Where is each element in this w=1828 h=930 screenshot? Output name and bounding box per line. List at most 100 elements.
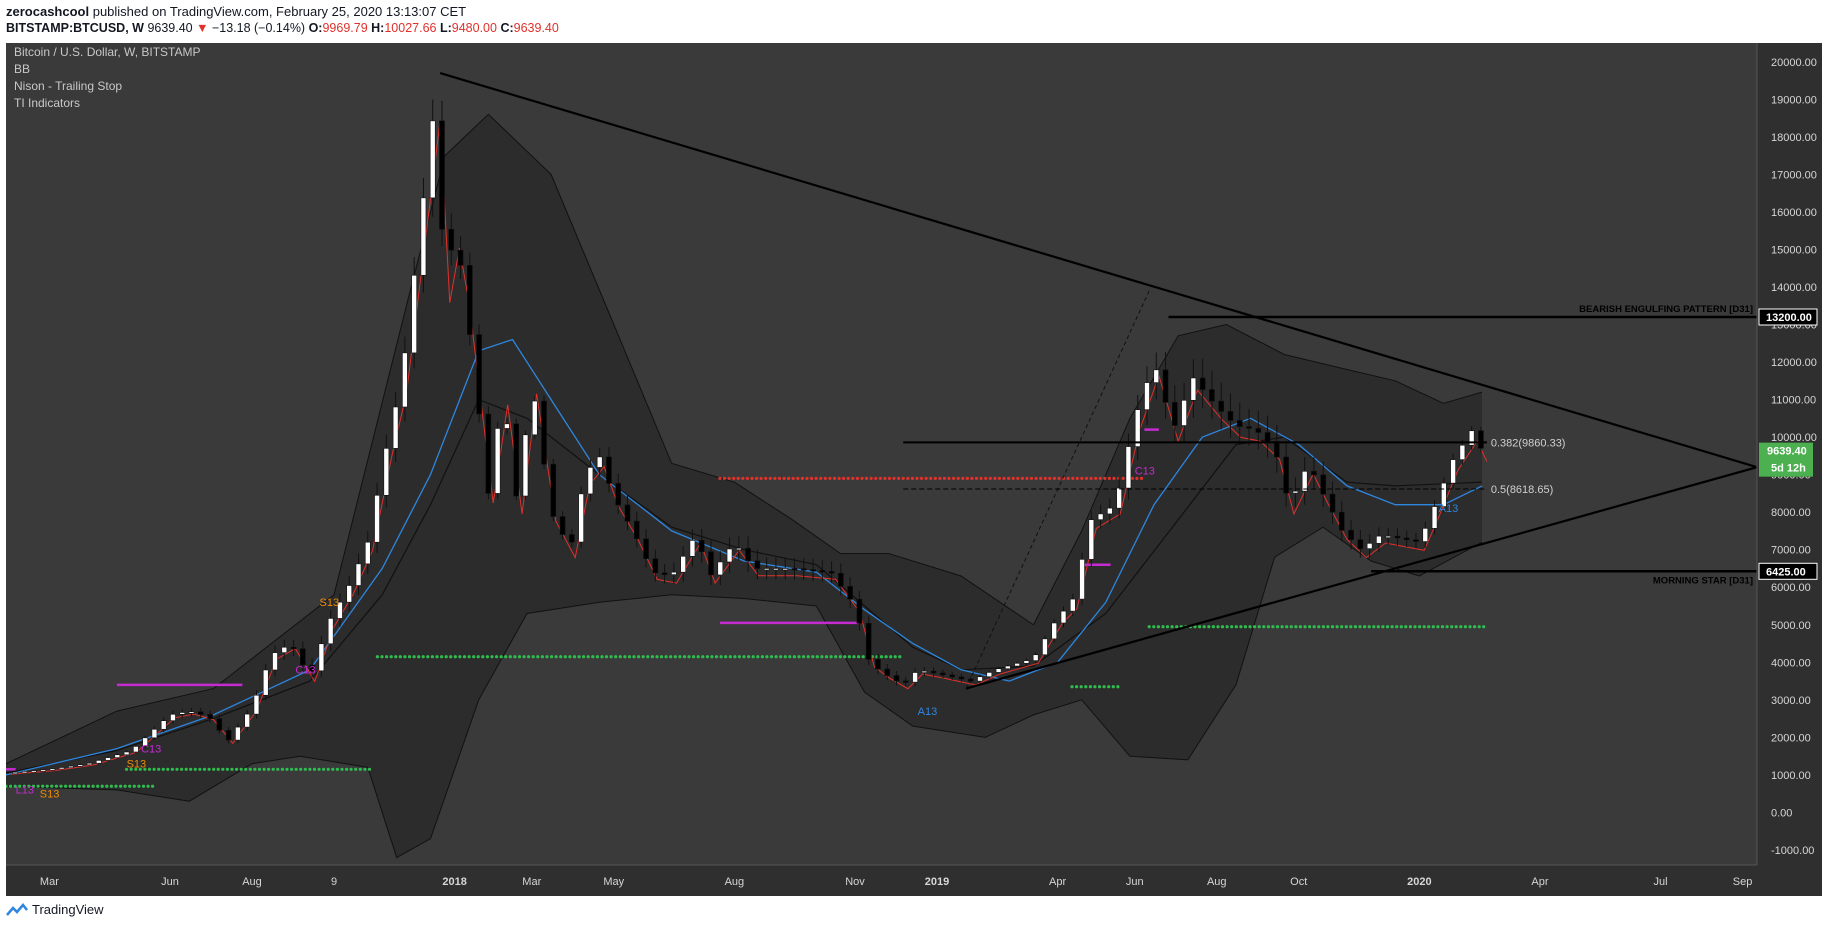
- stop-dot: [36, 784, 40, 788]
- stop-dot: [664, 655, 668, 659]
- stop-dot: [687, 655, 691, 659]
- stop-dot: [1066, 476, 1070, 480]
- stop-dot: [1445, 625, 1449, 629]
- published-text: published on TradingView.com, February 2…: [92, 4, 467, 19]
- candle-body: [977, 676, 983, 682]
- candle-body: [1190, 377, 1197, 401]
- stop-dot: [887, 476, 892, 480]
- current-price-tag: [1759, 442, 1813, 477]
- signal-label: C13: [295, 665, 315, 677]
- candle-body: [884, 668, 891, 676]
- stop-dot: [59, 784, 63, 788]
- stop-dot: [1198, 625, 1202, 629]
- price-tick-label: 16000.00: [1771, 207, 1817, 219]
- candle-body: [578, 493, 584, 543]
- stop-dot: [1084, 476, 1089, 480]
- stop-dot: [819, 476, 823, 480]
- bb-fill: [6, 114, 1482, 858]
- candle-body: [429, 120, 436, 199]
- stop-dot: [1404, 625, 1408, 629]
- stop-dot: [1112, 476, 1116, 480]
- candle-body: [1181, 399, 1187, 426]
- stop-dot: [889, 655, 893, 659]
- stop-dot: [6, 784, 8, 788]
- signal-label: S13: [127, 758, 147, 770]
- stop-dot: [152, 767, 156, 771]
- legend-item: Bitcoin / U.S. Dollar, W, BITSTAMP: [14, 45, 201, 59]
- candle-body: [160, 720, 167, 730]
- candle-body: [309, 664, 315, 672]
- stop-dot: [481, 655, 485, 659]
- candle-body: [1357, 539, 1364, 549]
- stop-dot: [1376, 625, 1380, 629]
- candle-body: [550, 463, 557, 517]
- stop-dot: [1216, 625, 1220, 629]
- stop-dot: [335, 767, 339, 771]
- stop-dot: [1257, 625, 1261, 629]
- stop-dot: [294, 767, 298, 771]
- stop-dot: [1275, 625, 1280, 629]
- candle-body: [754, 560, 761, 569]
- time-tick-label: Jun: [1126, 876, 1144, 888]
- price-tick-label: -1000.00: [1771, 845, 1814, 857]
- stop-dot: [783, 655, 787, 659]
- stop-dot: [1271, 625, 1275, 629]
- stop-dot: [522, 655, 526, 659]
- stop-dot: [747, 655, 751, 659]
- stop-dot: [73, 784, 77, 788]
- stop-dot: [1202, 625, 1206, 629]
- stop-dot: [312, 767, 317, 771]
- stop-dot: [669, 655, 673, 659]
- stop-dot: [128, 784, 132, 788]
- time-axis[interactable]: Mar Jun Aug 9 2018 Mar May Aug Nov 2019 Apr Jun Aug O…: [6, 864, 1757, 888]
- change-arrow-icon: ▼: [196, 21, 209, 35]
- candle-body: [569, 534, 575, 543]
- candle-body: [800, 568, 807, 571]
- stop-dot: [988, 476, 992, 480]
- tradingview-brand[interactable]: TradingView: [32, 902, 104, 917]
- bb-upper-line: [6, 113, 1483, 765]
- stop-dot: [815, 655, 819, 659]
- stop-dot: [1121, 476, 1125, 480]
- author-name[interactable]: zerocashcool: [6, 4, 90, 19]
- stop-dot: [91, 784, 95, 788]
- change-value: −13.18 (−0.14%): [211, 21, 306, 35]
- stop-dot: [50, 784, 54, 788]
- stop-dot: [846, 476, 850, 480]
- price-chart[interactable]: BEARISH ENGULFING PATTERN [D31] MORNING S…: [6, 43, 1822, 896]
- candle-body: [995, 668, 1002, 673]
- high-value: 10027.66: [384, 21, 437, 35]
- price-tick-label: 15000.00: [1771, 244, 1817, 256]
- stop-dot: [1207, 625, 1211, 629]
- candle-body: [504, 423, 510, 429]
- stop-dot: [1039, 476, 1043, 480]
- price-axis[interactable]: 20000.00 19000.00 18000.00 17000.00 16000.00…: [1756, 43, 1818, 865]
- stop-dot: [389, 655, 393, 659]
- stop-dot: [1220, 625, 1225, 629]
- stop-dot: [604, 655, 609, 659]
- stop-dot: [1097, 685, 1102, 689]
- stop-dot: [119, 784, 123, 788]
- candle-body: [680, 555, 686, 573]
- stop-dot: [805, 476, 809, 480]
- current-price-label: 9639.40: [1767, 446, 1807, 458]
- stop-dot: [1340, 625, 1344, 629]
- stop-dot: [1385, 625, 1390, 629]
- candle-body: [541, 400, 547, 465]
- candle-body: [819, 570, 826, 573]
- candle-body: [949, 674, 955, 678]
- stop-dot: [829, 655, 833, 659]
- price-tick-label: 14000.00: [1771, 282, 1817, 294]
- stop-dot: [563, 655, 567, 659]
- candle-body: [170, 713, 176, 721]
- candle-body: [1329, 493, 1336, 513]
- stop-dot: [412, 655, 416, 659]
- stop-dot: [814, 476, 818, 480]
- level-label: MORNING STAR [D31]: [1653, 575, 1753, 586]
- stop-dot: [997, 476, 1002, 480]
- ma-line: [6, 338, 1483, 776]
- stop-dot: [1020, 476, 1024, 480]
- stop-dot: [705, 655, 710, 659]
- stop-dot: [760, 655, 765, 659]
- stop-dot: [919, 476, 924, 480]
